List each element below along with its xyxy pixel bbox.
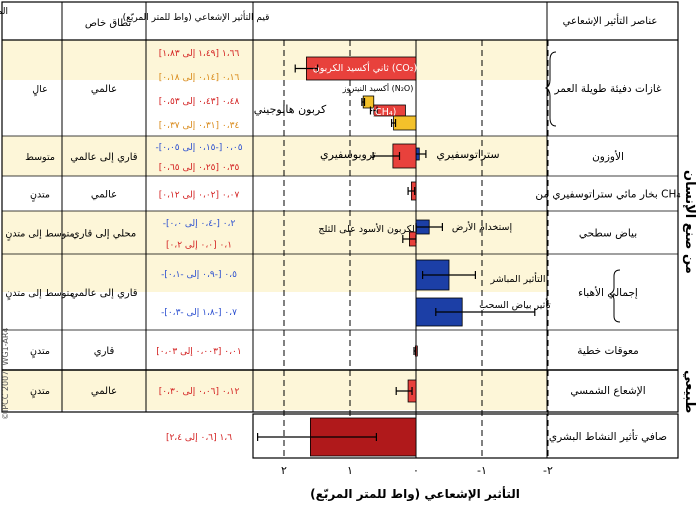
value-cell: -٠،٥ [-٠،٩ إلى -٠،١] xyxy=(161,270,237,280)
row-highlight xyxy=(2,254,547,292)
component-cell: الأوزون xyxy=(592,150,624,163)
bar-label: تروبوسفيري xyxy=(320,148,376,161)
aerosol-bracket xyxy=(608,269,621,323)
value-cell: ٠،٣٤ [٠،٣١ إلى ٠،٣٧] xyxy=(159,121,240,131)
level-cell: متدنٍ xyxy=(30,346,50,359)
component-cell: بياض سطحي xyxy=(579,228,637,240)
value-cell: ٠،٤٨ [٠،٤٣ إلى ٠،٥٣] xyxy=(159,97,240,107)
component-cell: معوقات خطية xyxy=(577,345,638,357)
bar-label: الكربون الأسود على الثلج xyxy=(318,223,417,235)
bar-label: ثاني أكسيد الكربون (CO₂) xyxy=(313,61,418,74)
value-cell: ٠،٠٧ [٠،٠٢ إلى ٠،١٢] xyxy=(159,191,240,201)
value-cell: ٠،١٦ [٠،١٤ إلى ٠،١٨] xyxy=(159,73,240,83)
bar-label: كربون هالوجيني xyxy=(254,103,327,116)
ghg-bracket xyxy=(544,51,557,127)
row-highlight xyxy=(2,370,547,410)
header-components: عناصر التأثير الإشعاعي xyxy=(563,13,658,27)
bar-label: إستخدام الأرض xyxy=(452,221,513,233)
value-cell: -٠،٢ [-٠،٤ إلى ٠،٠] xyxy=(163,219,236,229)
frame-border xyxy=(1,1,679,413)
bar-label: التأثير المباشر xyxy=(489,272,545,285)
value-cell: ١،٦ [٠،٦ إلى ٢،٤] xyxy=(166,433,232,443)
level-cell: متدنٍ xyxy=(30,190,50,203)
x-tick-label: -۱ xyxy=(477,464,487,477)
header-scale: نطاق خاص xyxy=(85,18,131,29)
level-cell: متوسط إلى متدنٍ xyxy=(5,288,74,301)
x-tick-label: ۱ xyxy=(347,464,353,477)
scale-cell: قاري إلى عالمي xyxy=(70,152,137,163)
scale-cell: محلي إلى قاري xyxy=(72,229,136,240)
bar xyxy=(393,115,417,131)
scale-cell: عالمي xyxy=(91,386,117,397)
row-highlight xyxy=(2,40,547,80)
bar-label: أكسيد النيتروز (N₂O) xyxy=(342,83,414,93)
bar-label: تأثير بياض السحب xyxy=(479,298,551,311)
row-highlight xyxy=(2,211,547,254)
header-values: قيم التأثير الإشعاعي (واط للمتر المربّع) xyxy=(123,10,270,23)
value-cell: ٠،١ [٠،٠ إلى ٠،٢] xyxy=(166,240,232,250)
level-cell: متوسط xyxy=(25,152,55,163)
bar-label: ستراتوسفيري xyxy=(436,148,499,161)
scale-cell: قاري xyxy=(94,346,115,357)
scale-cell: عالمي xyxy=(91,84,117,95)
value-cell: ٠،٠١ [٠،٠٠٣ إلى ٠،٠٣] xyxy=(156,347,241,357)
x-tick-label: ۰ xyxy=(413,464,419,477)
table-frame xyxy=(1,1,679,459)
component-cell: صافي تأثير النشاط البشري xyxy=(549,429,667,443)
x-axis: -۲ -۱ ۰ ۱ ۲ xyxy=(281,464,553,477)
x-tick-label: ۲ xyxy=(281,464,287,477)
background-layer xyxy=(2,40,547,410)
plot-area: ثاني أكسيد الكربون (CO₂) أكسيد النيتروز (… xyxy=(254,40,551,458)
credit-text: ©IPCC 2007: WG1-AR4 xyxy=(1,327,10,420)
level-cell: متدنٍ xyxy=(30,386,50,399)
x-tick-label: -۲ xyxy=(543,464,553,477)
scale-cell: عالمي xyxy=(91,190,117,201)
header-level: المستوى المقيَّم للفهم العلمي xyxy=(0,6,8,17)
level-cell: متوسط إلى متدنٍ xyxy=(5,229,74,242)
value-cell: -٠،٧ [-١،٨ إلى -٠،٣] xyxy=(161,308,237,318)
side-label-natural: طبيعي xyxy=(682,370,697,413)
value-cell: ١،٦٦ [١،٤٩ إلى ١،٨٣] xyxy=(159,49,240,59)
bar-label: ميثان (CH₄) xyxy=(348,107,397,118)
header-row: المستوى المقيَّم للفهم العلمي نطاق خاص ق… xyxy=(0,6,657,29)
row-highlight xyxy=(2,136,547,176)
component-cell: الإشعاع الشمسي xyxy=(570,385,645,397)
table-cells: عالٍ عالمي غازات دفيئة طويلة العمر ١،٦٦ [١،… xyxy=(5,49,680,443)
component-cell: بخار مائي ستراتوسفيري من CH₄ xyxy=(535,189,680,201)
x-axis-label: التأثير الإشعاعي (واط للمتر المربّع) xyxy=(310,486,520,502)
level-cell: عالٍ xyxy=(32,84,47,97)
component-cell: إجمالي الأهباء xyxy=(578,286,638,299)
net-box xyxy=(252,413,679,459)
value-cell: ٠،١٢ [٠،٠٦ إلى ٠،٣٠] xyxy=(159,387,240,397)
component-cell: غازات دفيئة طويلة العمر xyxy=(553,83,662,95)
scale-cell: قاري إلى عالمي xyxy=(70,288,137,299)
side-label-anthropogenic: من صنع الإنسان xyxy=(682,170,697,274)
value-cell: ٠،٣٥ [٠،٢٥ إلى ٠،٦٥] xyxy=(159,163,240,173)
value-cell: -٠،٠٥ [-٠،١٥ إلى ٠،٠٥] xyxy=(155,143,242,153)
